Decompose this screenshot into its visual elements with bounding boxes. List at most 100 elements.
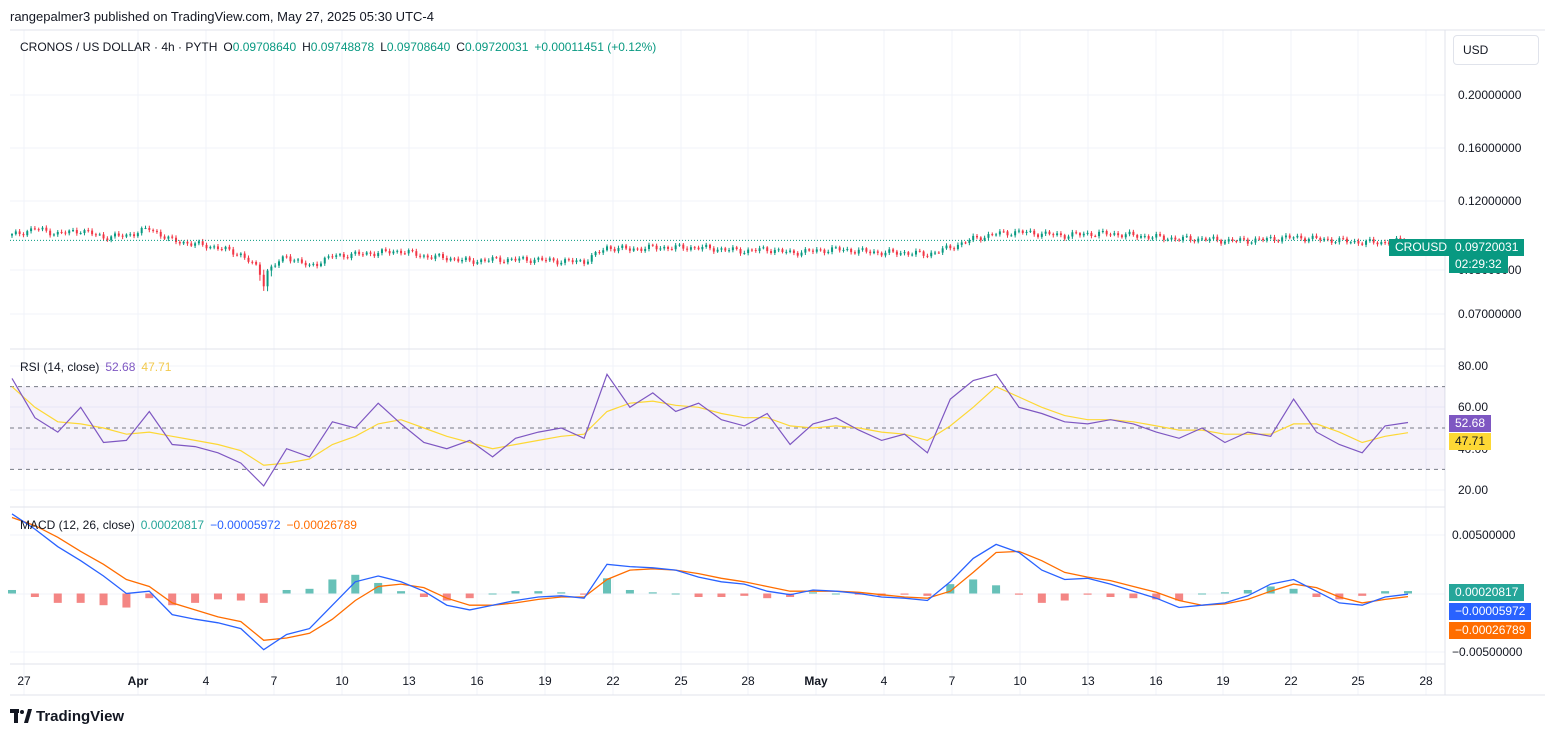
- candle-body: [167, 236, 170, 239]
- candle-body: [1078, 233, 1081, 236]
- candle-body: [1212, 236, 1215, 239]
- candle-body: [274, 265, 277, 267]
- candle-body: [586, 261, 589, 264]
- candle-body: [1376, 242, 1379, 245]
- candle-body: [1292, 237, 1295, 239]
- candle-body: [453, 258, 456, 260]
- candle-body: [220, 249, 223, 251]
- candle-body: [1132, 231, 1135, 236]
- candle-body: [255, 262, 258, 265]
- candle-body: [422, 255, 425, 257]
- candle-body: [735, 247, 738, 250]
- time-tick-label: 7: [271, 674, 278, 688]
- time-tick-label: 19: [1216, 674, 1230, 688]
- candle-body: [941, 248, 944, 253]
- candle-body: [1094, 235, 1097, 237]
- candle-body: [548, 258, 551, 261]
- candle-body: [1365, 240, 1368, 245]
- candle-body: [1082, 233, 1085, 236]
- candle-body: [1220, 240, 1223, 244]
- candle-body: [556, 260, 559, 265]
- candle-body: [750, 249, 753, 251]
- candle-body: [972, 235, 975, 241]
- macd-hist-bar: [648, 592, 657, 594]
- macd-hist-bar: [328, 579, 337, 594]
- change-value: +0.00011451 (+0.12%): [534, 40, 657, 54]
- candle-body: [892, 249, 895, 252]
- candle-body: [869, 251, 872, 254]
- macd-hist-bar: [694, 593, 703, 598]
- candle-body: [1208, 238, 1211, 241]
- candle-body: [1128, 231, 1131, 235]
- candle-body: [37, 229, 40, 231]
- candle-body: [819, 249, 822, 251]
- time-tick-label: 16: [470, 674, 484, 688]
- time-tick-label: Apr: [128, 674, 149, 688]
- candle-body: [335, 255, 338, 257]
- candle-body: [659, 248, 662, 250]
- candle-body: [258, 264, 261, 275]
- macd-hist-bar: [1175, 593, 1184, 601]
- candle-body: [1334, 242, 1337, 244]
- candle-body: [716, 249, 719, 252]
- macd-hist-bar: [1014, 593, 1023, 595]
- time-tick-label: 7: [949, 674, 956, 688]
- candle-body: [1098, 231, 1101, 237]
- symbol-label: CRONOS / US DOLLAR · 4h · PYTH: [20, 40, 218, 54]
- candle-body: [876, 251, 879, 253]
- candle-body: [1242, 238, 1245, 240]
- candle-body: [1307, 238, 1310, 242]
- candle-body: [98, 234, 101, 236]
- currency-selector[interactable]: USD: [1453, 35, 1539, 65]
- candle-body: [1174, 237, 1177, 240]
- candle-body: [1284, 235, 1287, 238]
- macd-hist-bar: [282, 589, 291, 594]
- macd-hist-bar: [900, 593, 909, 595]
- macd-hist-bar: [1198, 593, 1207, 595]
- macd-hist-bar: [1220, 592, 1229, 594]
- candle-body: [1075, 232, 1078, 234]
- candle-body: [850, 249, 853, 253]
- time-tick-label: 4: [881, 674, 888, 688]
- macd-hist-bar: [831, 593, 840, 595]
- candle-body: [182, 241, 185, 244]
- candle-body: [1311, 235, 1314, 239]
- candle-body: [564, 259, 567, 263]
- candle-body: [45, 227, 48, 231]
- candle-body: [14, 231, 17, 235]
- candle-body: [396, 250, 399, 252]
- rsi-legend: RSI (14, close) 52.68 47.71: [20, 360, 177, 374]
- candle-body: [102, 234, 105, 239]
- candle-body: [60, 231, 63, 233]
- macd-hist-bar: [1243, 589, 1252, 594]
- rsi-tag: 52.68: [1449, 415, 1492, 432]
- time-tick-label: 4: [203, 674, 210, 688]
- candle-body: [476, 262, 479, 264]
- candle-body: [1239, 238, 1242, 241]
- candle-body: [655, 245, 658, 250]
- candle-body: [899, 253, 902, 255]
- candle-body: [613, 248, 616, 252]
- candle-body: [1037, 234, 1040, 237]
- candle-body: [407, 250, 410, 254]
- candle-body: [766, 247, 769, 252]
- macd-hist-bar: [1404, 591, 1412, 594]
- candle-body: [1345, 238, 1348, 243]
- candle-body: [1319, 237, 1322, 241]
- candle-body: [873, 251, 876, 254]
- candle-body: [79, 233, 82, 235]
- candle-body: [117, 233, 120, 236]
- candle-body: [651, 244, 654, 246]
- candle-body: [1025, 231, 1028, 233]
- candle-body: [224, 246, 227, 250]
- high-label: H: [302, 40, 311, 54]
- macd-hist-bar: [488, 593, 497, 595]
- candle-body: [129, 234, 132, 236]
- macd-hist-bar: [76, 593, 85, 603]
- candle-body: [1117, 233, 1120, 236]
- macd-hist-bar: [53, 593, 62, 603]
- candle-body: [277, 261, 280, 266]
- candle-body: [831, 247, 834, 252]
- macd-value: −0.00005972: [210, 518, 281, 532]
